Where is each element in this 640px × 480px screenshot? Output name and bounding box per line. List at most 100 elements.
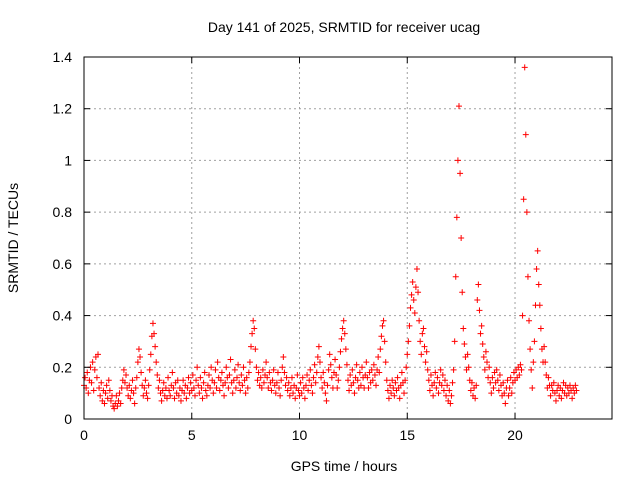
data-point xyxy=(506,384,513,391)
data-point xyxy=(129,377,136,384)
data-point xyxy=(252,346,259,353)
data-point xyxy=(519,312,526,319)
data-point xyxy=(292,395,299,402)
data-point xyxy=(369,377,376,384)
y-axis-label: SRMTID / TECUs xyxy=(5,183,21,293)
tick-labels: 0 5 10 15 20 0 0.2 0.4 0.6 0.8 1 1.2 1.4 xyxy=(53,49,523,443)
data-point xyxy=(298,390,305,397)
data-point xyxy=(319,384,326,391)
data-point xyxy=(315,343,322,350)
data-point xyxy=(277,392,284,399)
data-point xyxy=(419,330,426,337)
data-point xyxy=(216,387,223,394)
data-point xyxy=(467,387,474,394)
data-point xyxy=(378,333,385,340)
data-point xyxy=(201,369,208,376)
data-point xyxy=(552,397,559,404)
data-point xyxy=(320,369,327,376)
data-point xyxy=(170,384,177,391)
data-point xyxy=(273,379,280,386)
data-point xyxy=(95,351,102,358)
data-point xyxy=(126,382,133,389)
data-point xyxy=(120,366,127,373)
data-point xyxy=(357,382,364,389)
data-point xyxy=(244,384,251,391)
data-point xyxy=(507,374,514,381)
data-point xyxy=(288,374,295,381)
data-point xyxy=(505,392,512,399)
data-point xyxy=(229,390,236,397)
data-point xyxy=(144,395,151,402)
data-point xyxy=(137,353,144,360)
data-point xyxy=(396,395,403,402)
data-point xyxy=(196,390,203,397)
data-point xyxy=(457,170,464,177)
data-point xyxy=(145,382,152,389)
data-point xyxy=(234,374,241,381)
data-point xyxy=(446,387,453,394)
data-point xyxy=(441,377,448,384)
data-point xyxy=(545,374,552,381)
data-point xyxy=(412,284,419,291)
data-point xyxy=(254,377,261,384)
data-point xyxy=(146,366,153,373)
data-point xyxy=(440,387,447,394)
data-point xyxy=(202,387,209,394)
data-point xyxy=(339,325,346,332)
data-point xyxy=(200,379,207,386)
data-point xyxy=(537,325,544,332)
data-point xyxy=(541,343,548,350)
data-point xyxy=(93,374,100,381)
data-point xyxy=(458,235,465,241)
data-point xyxy=(174,377,181,384)
data-point xyxy=(409,278,416,285)
data-point xyxy=(531,338,538,345)
data-point xyxy=(356,369,363,376)
data-point xyxy=(213,384,220,391)
data-point xyxy=(194,364,201,371)
data-point xyxy=(263,359,270,366)
data-point xyxy=(326,351,333,358)
data-point xyxy=(259,366,266,373)
data-point xyxy=(572,382,579,389)
data-point xyxy=(314,353,321,360)
data-point xyxy=(153,359,160,366)
data-point xyxy=(130,390,137,397)
data-point xyxy=(308,382,315,389)
data-point xyxy=(484,359,491,366)
data-point xyxy=(203,392,210,399)
data-point xyxy=(533,266,540,273)
data-point xyxy=(375,353,382,360)
data-point xyxy=(322,390,329,397)
data-point xyxy=(336,364,343,371)
data-point xyxy=(217,377,224,384)
data-point xyxy=(464,351,471,358)
data-point xyxy=(476,307,483,314)
data-point xyxy=(434,374,441,381)
data-point xyxy=(502,400,509,407)
axis-ticks xyxy=(83,56,612,420)
data-point xyxy=(318,374,325,381)
data-point xyxy=(160,379,167,386)
data-point xyxy=(401,390,408,397)
data-point xyxy=(187,379,194,386)
data-point xyxy=(500,379,507,386)
data-point xyxy=(221,392,228,399)
data-point xyxy=(373,382,380,389)
data-point xyxy=(465,364,472,371)
y-tick-label: 1 xyxy=(64,152,72,168)
data-point xyxy=(84,369,91,376)
data-point xyxy=(433,384,440,391)
data-point xyxy=(195,382,202,389)
data-point xyxy=(472,395,479,402)
data-point xyxy=(165,374,172,381)
data-point xyxy=(389,377,396,384)
y-tick-label: 0.6 xyxy=(53,256,73,272)
data-point xyxy=(508,390,515,397)
data-point xyxy=(151,330,158,337)
data-point xyxy=(127,395,134,402)
data-point xyxy=(101,400,108,407)
data-point xyxy=(175,392,182,399)
data-point xyxy=(185,374,192,381)
